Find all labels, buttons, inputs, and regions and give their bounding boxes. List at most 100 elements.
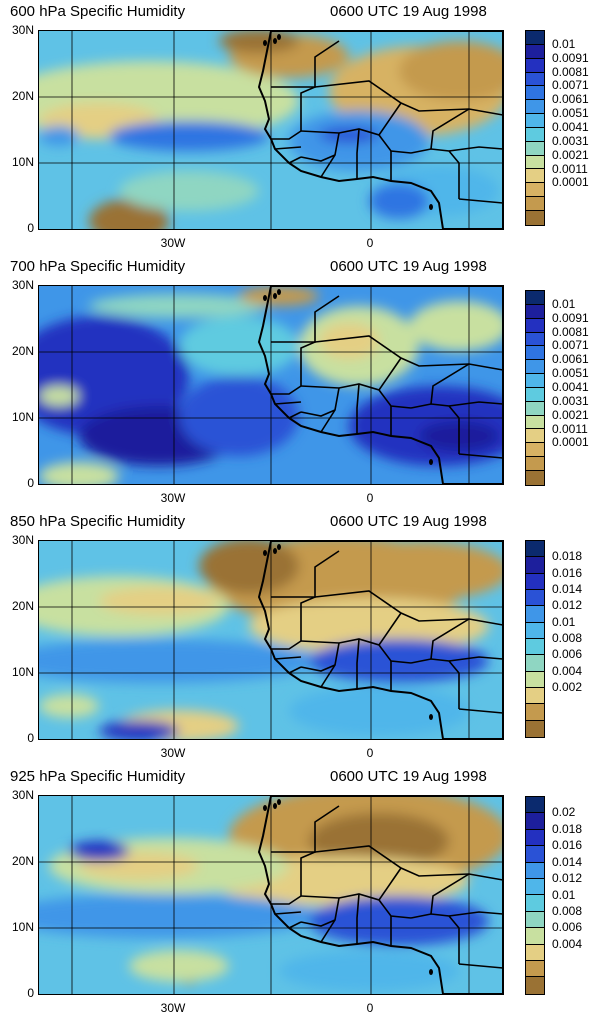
colorbar-swatch [526, 671, 544, 688]
country-border [448, 401, 503, 407]
colorbar-swatch [526, 862, 544, 880]
colorbar-label: 0.014 [552, 582, 583, 596]
colorbar-swatch [526, 58, 544, 73]
colorbar-swatch [526, 638, 544, 656]
country-border [448, 146, 503, 152]
colorbar [525, 290, 545, 486]
colorbar-swatch [526, 895, 544, 912]
country-border [288, 666, 302, 674]
colorbar [525, 796, 545, 995]
panel-time: 0600 UTC 19 Aug 1998 [330, 3, 487, 20]
latitude-tick-label: 0 [27, 476, 34, 490]
latitude-tick-label: 20N [11, 344, 34, 358]
colorbar-swatch [526, 443, 544, 458]
humidity-contour [319, 127, 379, 143]
longitude-tick-label: 30W [160, 491, 186, 505]
island [273, 548, 277, 554]
humidity-contour [399, 41, 503, 101]
humidity-contour [39, 462, 119, 484]
colorbar-label: 0.018 [552, 549, 583, 564]
map-graphic [39, 796, 503, 994]
colorbar-swatch [526, 169, 544, 184]
island [277, 544, 281, 550]
colorbar-swatch [526, 589, 544, 607]
colorbar-swatch [526, 687, 544, 705]
island [273, 293, 277, 299]
humidity-contour [69, 841, 129, 861]
coastline [257, 31, 503, 229]
island [273, 38, 277, 44]
panel-time: 0600 UTC 19 Aug 1998 [330, 513, 487, 530]
colorbar-label: 0.012 [552, 598, 583, 613]
longitude-tick-label: 0 [366, 491, 374, 505]
coastline [257, 541, 503, 739]
country-border [430, 363, 470, 405]
map-panel: 600 hPa Specific Humidity 0600 UTC 19 Aug… [0, 3, 600, 259]
longitude-tick-label: 30W [160, 1001, 186, 1015]
island [273, 803, 277, 809]
humidity-contour [129, 950, 229, 982]
humidity-contour [409, 301, 503, 351]
colorbar-label: 0.0001 [552, 435, 589, 450]
country-border [314, 845, 503, 881]
country-border [378, 612, 402, 646]
colorbar-label: 0.0011 [552, 161, 588, 176]
island [429, 459, 433, 465]
colorbar-swatch [526, 318, 544, 333]
island [263, 295, 267, 301]
colorbar-swatch [526, 387, 544, 402]
humidity-contour [319, 323, 379, 359]
colorbar-label: 0.0071 [552, 338, 589, 353]
country-border [274, 146, 302, 150]
country-border [300, 128, 412, 154]
humidity-contour [249, 598, 489, 654]
humidity-contour [119, 171, 259, 211]
colorbar-swatch [526, 879, 544, 896]
humidity-contour [369, 183, 429, 219]
panel-title: 925 hPa Specific Humidity [10, 768, 186, 785]
map-panel: 700 hPa Specific Humidity 0600 UTC 19 Aug… [0, 258, 600, 514]
humidity-contour [39, 694, 99, 718]
colorbar-label: 0.01 [552, 296, 576, 311]
colorbar-swatch [526, 197, 544, 211]
colorbar-swatch [526, 429, 544, 444]
country-border [378, 357, 402, 391]
longitude-tick-label: 0 [366, 746, 374, 760]
island [263, 40, 267, 46]
colorbar-swatch [526, 210, 544, 225]
humidity-contour [89, 294, 269, 318]
longitude-tick-label: 30W [160, 746, 186, 760]
colorbar-label: 0.0051 [552, 366, 589, 381]
country-border [274, 656, 302, 660]
colorbar-label: 0.0061 [552, 92, 589, 107]
colorbar-label: 0.0031 [552, 133, 589, 148]
colorbar-swatch [526, 622, 544, 639]
latitude-tick-label: 30N [11, 533, 34, 547]
colorbar-label: 0.0011 [552, 421, 588, 436]
colorbar-label: 0.0081 [552, 324, 589, 339]
humidity-contour [39, 639, 319, 683]
colorbar-label: 0.0071 [552, 78, 589, 93]
panel-title: 600 hPa Specific Humidity [10, 3, 186, 20]
country-border [288, 921, 302, 929]
island [429, 204, 433, 210]
colorbar-swatch [526, 401, 544, 416]
latitude-tick-label: 0 [27, 986, 34, 1000]
colorbar-swatch [526, 127, 544, 142]
country-border [274, 401, 302, 405]
colorbar-label: 0.0001 [552, 175, 589, 190]
colorbar-swatch [526, 797, 544, 814]
country-border [300, 638, 412, 664]
colorbar-label: 0.0021 [552, 407, 589, 422]
country-border [300, 154, 336, 162]
colorbar-label: 0.008 [552, 631, 583, 645]
colorbar-swatch [526, 100, 544, 115]
colorbar-swatch [526, 415, 544, 430]
latitude-tick-label: 30N [11, 788, 34, 802]
humidity-contour [329, 541, 503, 601]
colorbar-swatch [526, 928, 544, 945]
colorbar-label: 0.004 [552, 936, 583, 951]
country-border [271, 550, 340, 598]
colorbar-swatch [526, 944, 544, 962]
longitude-tick-label: 0 [366, 1001, 374, 1015]
